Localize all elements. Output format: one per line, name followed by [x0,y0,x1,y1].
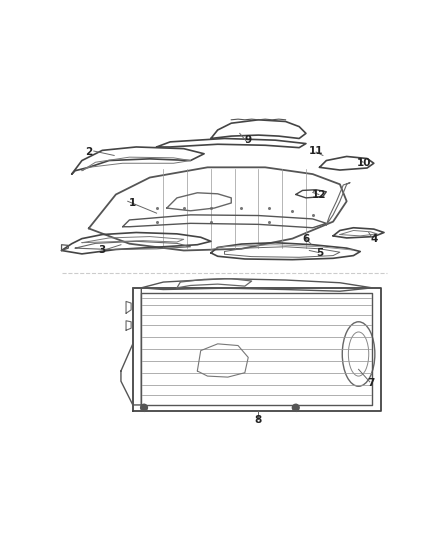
Text: 3: 3 [99,246,106,255]
Text: 12: 12 [312,190,327,200]
Text: 5: 5 [316,248,323,258]
Text: 10: 10 [357,158,371,168]
Circle shape [141,404,148,411]
Text: 6: 6 [302,233,310,244]
Text: 4: 4 [370,233,378,244]
Text: 11: 11 [309,146,323,156]
Text: 2: 2 [85,147,92,157]
Text: 7: 7 [367,378,374,388]
Text: 1: 1 [129,198,137,208]
Text: 9: 9 [245,135,252,145]
Text: 8: 8 [255,415,262,425]
Circle shape [293,404,299,411]
